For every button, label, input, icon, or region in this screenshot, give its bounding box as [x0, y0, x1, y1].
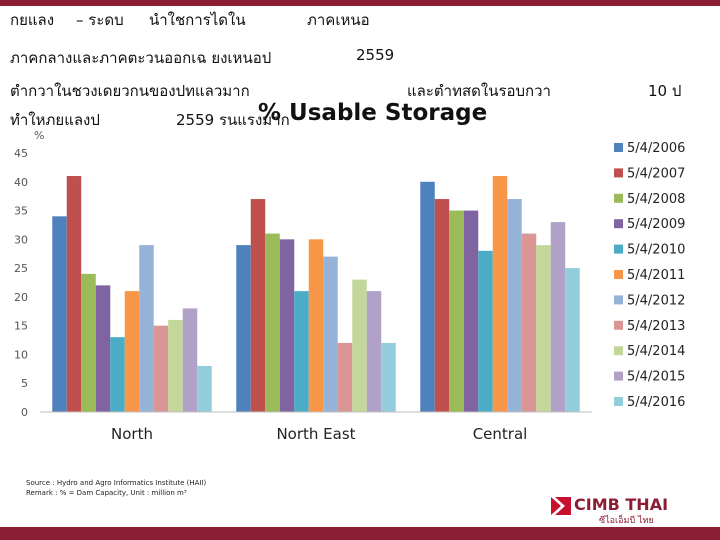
bar — [265, 233, 280, 412]
source-note: Source : Hydro and Agro Informatics Inst… — [26, 479, 207, 487]
cimb-logo-icon — [551, 497, 571, 515]
y-tick-label: 25 — [14, 262, 28, 275]
bar — [463, 210, 479, 412]
bar — [381, 342, 396, 412]
bar — [95, 285, 111, 412]
x-category-label: North East — [276, 425, 355, 443]
bar — [323, 256, 338, 412]
text-line-3-part-3: 10 ป — [648, 82, 682, 100]
y-axis: 0 5 10 15 20 25 30 35 40 45 — [14, 147, 28, 419]
legend-label: 5/4/2012 — [627, 293, 685, 308]
legend-swatch — [614, 193, 623, 203]
x-axis: North North East Central — [40, 411, 592, 443]
chart-title: % Usable Storage — [258, 100, 488, 126]
logo-tagline: ซีไอเอ็มบี ไทย — [599, 516, 654, 526]
bar — [236, 245, 251, 412]
y-tick-label: 30 — [14, 233, 28, 246]
bar — [352, 279, 367, 412]
text-line-3-part-2: และตำทสดในรอบกวา — [407, 82, 551, 100]
bar — [420, 181, 435, 412]
legend: 5/4/2006 5/4/2007 5/4/2008 5/4/2009 5/4/2010… — [614, 141, 685, 410]
legend-swatch — [614, 346, 623, 356]
text-line-3-part-1: ตำกวาในชวงเดยวกนของปทแลวมาก — [10, 82, 250, 100]
bar — [521, 233, 537, 412]
x-category-label: Central — [473, 425, 528, 443]
legend-swatch — [614, 143, 623, 152]
y-tick-label: 40 — [14, 176, 28, 189]
legend-label: 5/4/2015 — [627, 370, 685, 385]
bar — [139, 245, 154, 412]
y-tick-label: 35 — [14, 205, 28, 218]
legend-label: 5/4/2014 — [627, 344, 685, 359]
top-brand-bar — [0, 0, 720, 6]
bar — [294, 291, 309, 412]
bar — [279, 239, 295, 412]
bar-chart: % 0 5 10 15 20 25 30 35 40 45 North North East Cent… — [14, 129, 685, 443]
y-axis-label: % — [34, 129, 44, 142]
bar — [182, 308, 198, 412]
text-line-4-part-2: 2559 รนแรงมาก — [176, 111, 290, 129]
legend-swatch — [614, 397, 623, 406]
legend-label: 5/4/2013 — [627, 319, 685, 334]
legend-swatch — [614, 320, 623, 330]
legend-swatch — [614, 244, 623, 254]
text-line-1-part-4: ภาคเหนอ — [307, 11, 370, 29]
logo-wordmark: CIMB THAI — [574, 495, 669, 514]
y-tick-label: 10 — [14, 348, 28, 361]
y-tick-label: 20 — [14, 291, 28, 304]
text-line-4-part-1: ทำใหภยแลงป — [10, 111, 100, 129]
bar — [536, 245, 551, 412]
y-tick-label: 0 — [21, 406, 28, 419]
legend-label: 5/4/2016 — [627, 395, 685, 410]
cimb-thai-logo: CIMB THAI ซีไอเอ็มบี ไทย — [551, 495, 691, 526]
bar — [449, 210, 464, 412]
y-tick-label: 5 — [21, 377, 28, 390]
bar — [52, 216, 67, 412]
bar — [124, 291, 140, 412]
bar — [197, 365, 212, 412]
bar — [66, 176, 82, 412]
legend-swatch — [614, 295, 623, 305]
text-line-1-part-2: – ระดบ — [76, 11, 124, 29]
legend-label: 5/4/2009 — [627, 217, 685, 232]
bar — [168, 319, 183, 412]
text-line-2-part-1: ภาคกลางและภาคตะวนออกเฉ ยงเหนอป — [10, 49, 272, 67]
y-tick-label: 15 — [14, 320, 28, 333]
bottom-brand-bar — [0, 527, 720, 540]
legend-label: 5/4/2011 — [627, 268, 685, 283]
text-line-1-part-3: นำใชการไดใน — [149, 11, 246, 29]
legend-label: 5/4/2006 — [627, 141, 685, 156]
bar — [366, 291, 382, 412]
legend-label: 5/4/2010 — [627, 243, 685, 258]
legend-swatch — [614, 371, 623, 381]
bars — [52, 176, 580, 412]
y-tick-label: 45 — [14, 147, 28, 160]
bar — [110, 337, 125, 412]
x-category-label: North — [111, 425, 153, 443]
legend-label: 5/4/2007 — [627, 166, 685, 181]
bar — [153, 325, 169, 412]
bar — [434, 199, 450, 412]
bar — [565, 268, 580, 412]
bar — [478, 250, 493, 412]
bar — [337, 342, 353, 412]
legend-swatch — [614, 168, 623, 178]
legend-swatch — [614, 270, 623, 279]
bar — [308, 239, 324, 412]
bar — [507, 199, 522, 412]
legend-label: 5/4/2008 — [627, 192, 685, 207]
bar — [550, 222, 566, 412]
remark-note: Remark : % = Dam Capacity, Unit : millio… — [26, 489, 187, 497]
text-line-1-part-1: กยแลง — [10, 11, 55, 29]
bar — [492, 176, 508, 412]
text-line-2-part-2: 2559 — [356, 46, 395, 64]
bar — [250, 199, 266, 412]
legend-swatch — [614, 219, 623, 229]
bar — [81, 273, 96, 412]
